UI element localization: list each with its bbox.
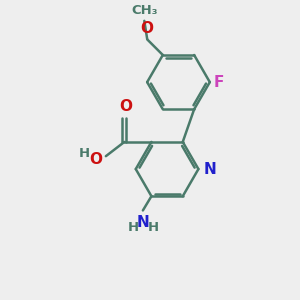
- Text: CH₃: CH₃: [131, 4, 158, 16]
- Text: H: H: [128, 221, 139, 234]
- Text: O: O: [119, 99, 132, 114]
- Text: O: O: [141, 21, 154, 36]
- Text: N: N: [136, 215, 149, 230]
- Text: O: O: [89, 152, 102, 166]
- Text: F: F: [214, 75, 224, 90]
- Text: H: H: [79, 147, 90, 160]
- Text: N: N: [203, 162, 216, 177]
- Text: H: H: [148, 221, 159, 234]
